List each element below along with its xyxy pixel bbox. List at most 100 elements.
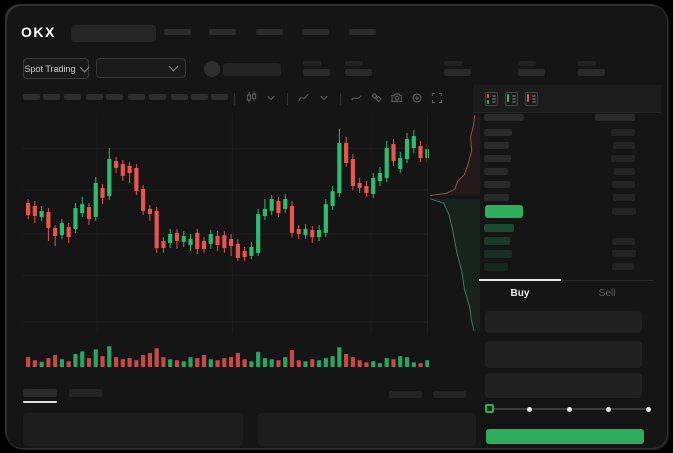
indicator-icon[interactable] <box>297 91 311 105</box>
interval-button-skeleton[interactable] <box>64 94 81 100</box>
nav-item-skeleton[interactable] <box>349 29 376 35</box>
stat-value-skeleton <box>345 69 372 76</box>
nav-item-skeleton[interactable] <box>164 29 191 35</box>
bottom-tab-active-skeleton[interactable] <box>23 389 57 397</box>
interval-button-skeleton[interactable] <box>191 94 208 100</box>
bottom-action-skeleton[interactable] <box>389 391 422 398</box>
bids-book-view-icon[interactable] <box>505 92 518 106</box>
slider-step-dot[interactable] <box>566 406 572 412</box>
ask-row[interactable] <box>473 180 661 189</box>
combined-book-view-icon[interactable] <box>485 92 498 106</box>
nav-item-skeleton[interactable] <box>302 29 329 35</box>
slider-step-dot[interactable] <box>606 406 611 412</box>
interval-button-skeleton[interactable] <box>43 94 60 100</box>
pair-avatar[interactable] <box>204 61 220 77</box>
stat-label-skeleton <box>518 61 536 66</box>
interval-button-skeleton[interactable] <box>86 94 103 100</box>
order-book-toolbar <box>473 85 661 113</box>
compare-icon[interactable] <box>370 91 384 105</box>
interval-button-skeleton[interactable] <box>171 94 188 100</box>
ask-price-skeleton <box>484 181 510 188</box>
bid-row[interactable] <box>473 236 661 245</box>
bid-amount-skeleton <box>612 263 634 270</box>
camera-icon[interactable] <box>390 91 404 105</box>
toolbar-divider <box>234 93 235 105</box>
pair-selector-dropdown[interactable] <box>96 58 186 78</box>
interval-button-skeleton[interactable] <box>149 94 166 100</box>
app-window: OKX Spot Trading <box>6 5 668 449</box>
bottom-action-skeleton[interactable] <box>433 391 466 398</box>
ask-amount-skeleton <box>611 129 635 136</box>
stat-value-skeleton <box>578 69 605 76</box>
search-input[interactable] <box>71 25 156 42</box>
last-price-badge[interactable] <box>485 205 523 218</box>
buy-submit-button[interactable] <box>486 429 644 444</box>
line-tool-icon[interactable] <box>350 91 364 105</box>
volume-pane[interactable] <box>23 339 429 367</box>
amount-slider-handle[interactable] <box>485 404 494 413</box>
ask-price-skeleton <box>484 194 509 201</box>
bid-price-skeleton <box>484 250 512 258</box>
stat-value-skeleton <box>303 69 330 76</box>
settings-icon[interactable] <box>410 91 424 105</box>
chevron-down-icon[interactable] <box>317 91 331 105</box>
ask-row[interactable] <box>473 141 661 150</box>
ask-amount-skeleton <box>612 181 635 188</box>
pair-name-skeleton <box>223 63 281 76</box>
bid-amount-skeleton <box>612 238 635 245</box>
ask-row[interactable] <box>473 128 661 137</box>
order-type-field[interactable] <box>485 311 642 333</box>
asks-book-view-icon[interactable] <box>525 92 538 106</box>
tab-buy[interactable]: Buy <box>510 287 530 299</box>
market-type-label: Spot Trading <box>24 63 76 74</box>
chevron-down-icon[interactable] <box>264 91 278 105</box>
bid-price-skeleton <box>484 263 508 271</box>
depth-chart[interactable] <box>427 113 480 333</box>
nav-item-skeleton[interactable] <box>256 29 283 35</box>
okx-logo: OKX <box>21 24 56 40</box>
stat-label-skeleton <box>303 61 321 66</box>
active-tab-underline <box>479 279 561 281</box>
fullscreen-icon[interactable] <box>430 91 444 105</box>
ask-row[interactable] <box>473 193 661 202</box>
stat-value-skeleton <box>518 69 545 76</box>
stat-label-skeleton <box>578 61 596 66</box>
interval-button-skeleton[interactable] <box>23 94 40 100</box>
ask-price-skeleton <box>484 129 512 136</box>
tab-divider <box>479 280 653 281</box>
tab-sell[interactable]: Sell <box>598 287 616 299</box>
candlestick-chart[interactable] <box>23 113 429 333</box>
ask-amount-skeleton <box>613 142 635 149</box>
ob-amount-skeleton <box>612 208 636 215</box>
interval-button-skeleton[interactable] <box>211 94 228 100</box>
market-type-dropdown[interactable]: Spot Trading <box>23 58 89 79</box>
ask-amount-skeleton <box>611 155 635 162</box>
bid-row[interactable] <box>473 223 661 232</box>
interval-button-skeleton[interactable] <box>128 94 145 100</box>
bid-price-skeleton <box>484 237 510 245</box>
bottom-tab-skeleton[interactable] <box>69 389 102 397</box>
interval-button-skeleton[interactable] <box>106 94 123 100</box>
toolbar-divider <box>287 93 288 105</box>
ask-price-skeleton <box>484 155 511 162</box>
bottom-tab-underline <box>23 401 57 403</box>
bid-row[interactable] <box>473 249 661 258</box>
candle-style-icon[interactable] <box>244 91 258 105</box>
bid-row[interactable] <box>473 262 661 271</box>
ask-row[interactable] <box>473 167 661 176</box>
ob-price-column-header <box>484 114 524 121</box>
chevron-down-icon <box>168 61 179 72</box>
stat-label-skeleton <box>345 61 363 66</box>
ask-row[interactable] <box>473 154 661 163</box>
ask-amount-skeleton <box>614 168 635 175</box>
price-field[interactable] <box>485 341 642 368</box>
ask-price-skeleton <box>484 142 509 149</box>
chart-tools <box>231 90 444 106</box>
ask-amount-skeleton <box>613 194 635 201</box>
slider-step-dot[interactable] <box>645 406 651 412</box>
bid-price-skeleton <box>484 224 514 232</box>
slider-step-dot[interactable] <box>527 406 532 412</box>
nav-item-skeleton[interactable] <box>209 29 236 35</box>
bid-amount-skeleton <box>612 250 636 257</box>
amount-field[interactable] <box>485 373 642 398</box>
